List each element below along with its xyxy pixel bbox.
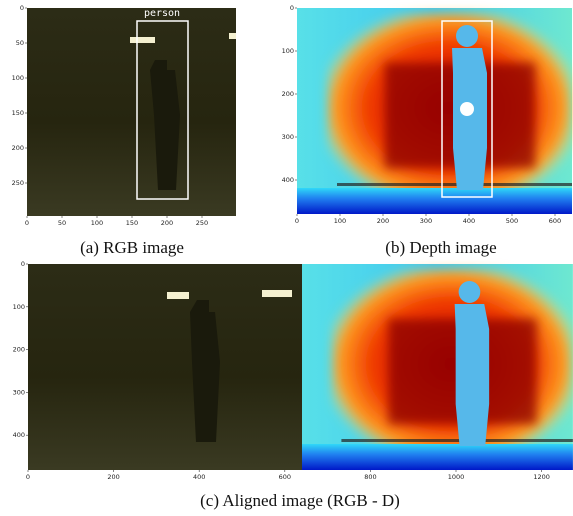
y-tick-label: 0 bbox=[20, 4, 24, 12]
x-tick-label: 100 bbox=[91, 219, 103, 227]
x-tick-label: 150 bbox=[126, 219, 138, 227]
y-tick-label: 250 bbox=[12, 179, 24, 187]
caption: (b) Depth image bbox=[385, 238, 496, 257]
box-label: person bbox=[144, 8, 180, 19]
depth-half bbox=[302, 264, 573, 470]
x-tick-label: 300 bbox=[420, 217, 432, 225]
x-tick-label: 600 bbox=[279, 473, 291, 481]
x-tick-label: 200 bbox=[377, 217, 389, 225]
x-tick-label: 600 bbox=[549, 217, 561, 225]
y-tick-label: 300 bbox=[282, 133, 294, 141]
y-tick-label: 200 bbox=[282, 90, 294, 98]
x-tick-label: 500 bbox=[506, 217, 518, 225]
x-tick-label: 400 bbox=[193, 473, 205, 481]
y-tick-label: 0 bbox=[21, 260, 25, 268]
y-tick-label: 100 bbox=[12, 74, 24, 82]
ceiling-light bbox=[130, 37, 155, 43]
y-tick-label: 150 bbox=[12, 109, 24, 117]
x-tick-label: 100 bbox=[334, 217, 346, 225]
caption: (c) Aligned image (RGB - D) bbox=[200, 491, 400, 510]
y-tick-label: 400 bbox=[13, 431, 25, 439]
y-tick-label: 200 bbox=[12, 144, 24, 152]
x-tick-label: 1000 bbox=[448, 473, 465, 481]
x-tick-label: 800 bbox=[364, 473, 376, 481]
x-tick-label: 50 bbox=[58, 219, 66, 227]
ceiling-light bbox=[229, 33, 236, 39]
x-tick-label: 1200 bbox=[533, 473, 550, 481]
caption: (a) RGB image bbox=[80, 238, 184, 257]
depth-image bbox=[297, 8, 572, 214]
x-tick-label: 400 bbox=[463, 217, 475, 225]
x-tick-label: 0 bbox=[25, 219, 29, 227]
y-tick-label: 300 bbox=[13, 388, 25, 396]
center-point bbox=[460, 102, 474, 116]
x-tick-label: 250 bbox=[196, 219, 208, 227]
y-tick-label: 100 bbox=[282, 47, 294, 55]
y-tick-label: 400 bbox=[282, 176, 294, 184]
figure: person (a) RGB image (b) Depth image (c)… bbox=[0, 0, 573, 516]
rgb-half bbox=[28, 264, 302, 470]
ceiling-light bbox=[167, 292, 189, 299]
y-tick-label: 0 bbox=[290, 4, 294, 12]
x-tick-label: 200 bbox=[161, 219, 173, 227]
y-tick-label: 50 bbox=[16, 39, 24, 47]
y-tick-label: 200 bbox=[13, 346, 25, 354]
ceiling-light bbox=[262, 290, 292, 297]
x-tick-label: 0 bbox=[26, 473, 30, 481]
y-tick-label: 100 bbox=[13, 303, 25, 311]
x-tick-label: 200 bbox=[107, 473, 119, 481]
x-tick-label: 0 bbox=[295, 217, 299, 225]
